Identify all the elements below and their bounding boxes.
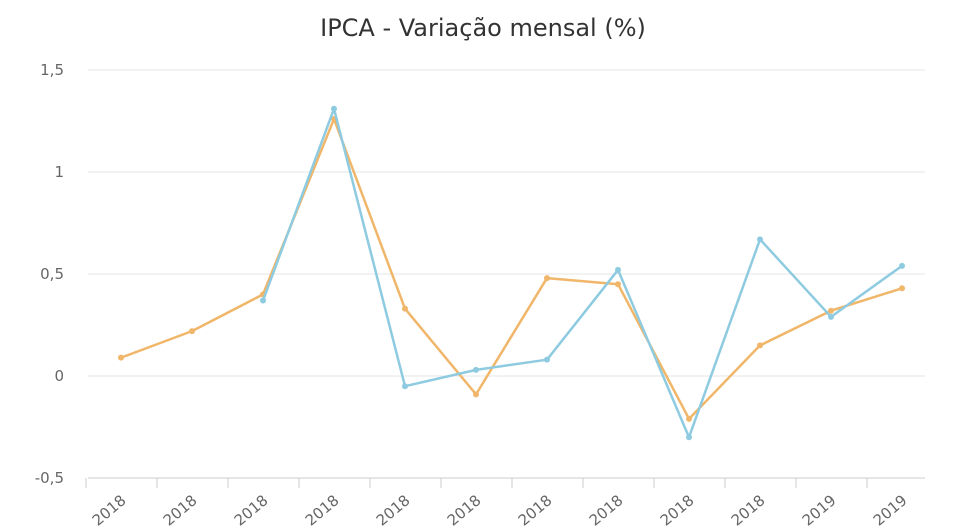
y-tick-label: -0,5 bbox=[35, 469, 64, 487]
x-tick-label: 2019 bbox=[870, 491, 911, 529]
x-tick-label: 2018 bbox=[657, 491, 698, 529]
data-point[interactable] bbox=[118, 354, 124, 361]
data-point[interactable] bbox=[260, 297, 266, 304]
x-tick-label: 2018 bbox=[728, 491, 769, 529]
data-point[interactable] bbox=[686, 415, 692, 422]
series-lines bbox=[118, 105, 905, 441]
data-point[interactable] bbox=[828, 307, 834, 314]
x-tick-label: 2018 bbox=[89, 491, 130, 529]
y-tick-label: 1 bbox=[54, 163, 64, 181]
data-point[interactable] bbox=[828, 313, 834, 320]
x-tick-label: 2018 bbox=[231, 491, 272, 529]
series-line bbox=[261, 107, 903, 439]
y-tick-label: 1,5 bbox=[40, 61, 64, 79]
data-point[interactable] bbox=[331, 105, 337, 112]
series-1 bbox=[118, 115, 905, 422]
data-point[interactable] bbox=[544, 275, 550, 282]
grid-lines bbox=[88, 69, 925, 479]
data-point[interactable] bbox=[473, 366, 479, 373]
data-point[interactable] bbox=[402, 305, 408, 312]
data-point[interactable] bbox=[544, 356, 550, 363]
series-2 bbox=[260, 105, 905, 441]
chart-title: IPCA - Variação mensal (%) bbox=[320, 14, 646, 42]
x-axis-tick-labels: 2018 2018 2018 2018 2018 2018 2018 2018 2018 2018… bbox=[85, 478, 911, 530]
x-tick-label: 2018 bbox=[586, 491, 627, 529]
x-tick-label: 2018 bbox=[302, 491, 343, 529]
data-point[interactable] bbox=[899, 262, 905, 269]
x-tick-label: 2019 bbox=[799, 491, 840, 529]
data-point[interactable] bbox=[899, 285, 905, 292]
y-axis-tick-labels: 1,5 1 0,5 0 -0,5 bbox=[35, 61, 64, 487]
data-point[interactable] bbox=[189, 328, 195, 335]
data-point[interactable] bbox=[757, 342, 763, 349]
y-tick-label: 0 bbox=[54, 367, 64, 385]
x-tick-label: 2018 bbox=[373, 491, 414, 529]
x-tick-label: 2018 bbox=[160, 491, 201, 529]
data-point[interactable] bbox=[757, 236, 763, 243]
data-point[interactable] bbox=[686, 434, 692, 441]
y-tick-label: 0,5 bbox=[40, 265, 64, 283]
data-point[interactable] bbox=[615, 266, 621, 273]
data-point[interactable] bbox=[473, 391, 479, 398]
series-line bbox=[120, 117, 903, 421]
x-tick-label: 2018 bbox=[515, 491, 556, 529]
data-point[interactable] bbox=[615, 281, 621, 288]
data-point[interactable] bbox=[402, 383, 408, 390]
x-tick-label: 2018 bbox=[444, 491, 485, 529]
